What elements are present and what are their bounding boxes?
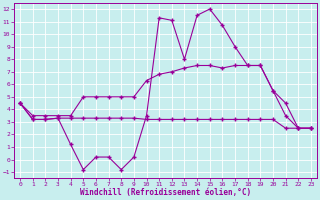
X-axis label: Windchill (Refroidissement éolien,°C): Windchill (Refroidissement éolien,°C) xyxy=(80,188,251,197)
